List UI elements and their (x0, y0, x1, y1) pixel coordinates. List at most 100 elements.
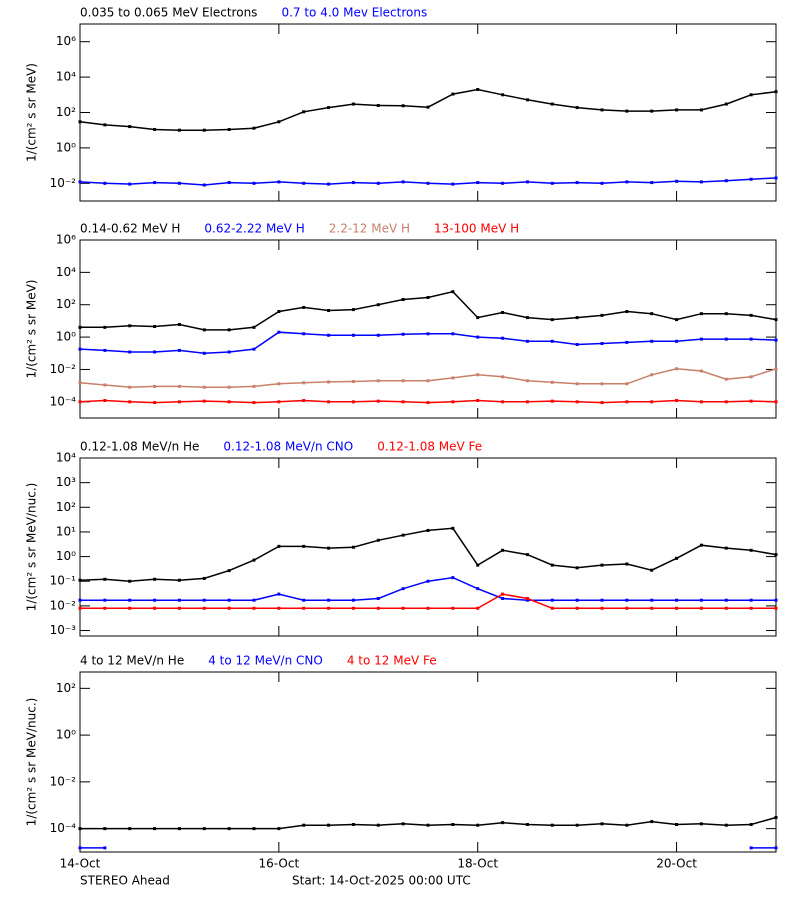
legend-label: 0.14-0.62 MeV H (80, 222, 180, 236)
data-point (227, 606, 231, 610)
data-point (227, 181, 231, 185)
data-point (302, 606, 306, 610)
data-point (650, 400, 654, 404)
data-point (699, 180, 703, 184)
data-point (78, 120, 82, 124)
data-point (550, 598, 554, 602)
data-point (724, 606, 728, 610)
data-point (600, 181, 604, 185)
data-point (103, 577, 107, 581)
data-point (451, 526, 455, 530)
data-point (501, 375, 505, 379)
data-point (376, 399, 380, 403)
data-point (699, 108, 703, 112)
data-point (749, 313, 753, 317)
data-point (227, 598, 231, 602)
data-point (153, 606, 157, 610)
y-tick-label: 10⁰ (56, 330, 76, 344)
data-point (525, 379, 529, 383)
data-point (327, 546, 331, 550)
data-point (749, 399, 753, 403)
data-point (774, 553, 778, 557)
data-point (401, 822, 405, 826)
y-tick-label: 10² (56, 681, 76, 695)
data-point (650, 568, 654, 572)
data-point (78, 180, 82, 184)
data-point (351, 545, 355, 549)
y-tick-label: 10⁻⁴ (50, 394, 77, 408)
legend-label: 0.7 to 4.0 Mev Electrons (281, 6, 427, 20)
data-point (202, 827, 206, 831)
plot-frame (79, 23, 777, 202)
data-point (724, 823, 728, 827)
data-point (774, 606, 778, 610)
data-point (600, 401, 604, 405)
data-point (401, 533, 405, 537)
data-point (327, 308, 331, 312)
data-point (277, 120, 281, 124)
data-point (774, 90, 778, 94)
data-point (451, 182, 455, 186)
data-point (401, 587, 405, 591)
data-point (525, 823, 529, 827)
data-point (476, 563, 480, 567)
y-axis-label: 1/(cm² s sr MeV/nuc.) (25, 698, 39, 827)
data-point (227, 385, 231, 389)
y-tick-label: 10⁻⁴ (50, 821, 77, 835)
data-point (550, 102, 554, 106)
data-point (128, 598, 132, 602)
data-point (625, 382, 629, 386)
data-point (675, 556, 679, 560)
data-point (78, 598, 82, 602)
data-point (252, 827, 256, 831)
data-point (451, 606, 455, 610)
data-point (550, 318, 554, 322)
data-point (277, 606, 281, 610)
data-point (103, 348, 107, 352)
data-point (153, 401, 157, 405)
data-point (426, 105, 430, 109)
data-point (153, 384, 157, 388)
data-point (476, 181, 480, 185)
data-point (302, 332, 306, 336)
data-point (724, 598, 728, 602)
data-point (302, 399, 306, 403)
data-point (351, 333, 355, 337)
data-point (724, 102, 728, 106)
data-point (501, 400, 505, 404)
data-point (451, 576, 455, 580)
data-point (675, 179, 679, 183)
data-point (252, 606, 256, 610)
y-tick-label: 10⁶ (56, 34, 76, 48)
data-point (351, 181, 355, 185)
data-point (177, 578, 181, 582)
y-tick-label: 10⁻² (50, 598, 77, 612)
data-point (476, 87, 480, 91)
data-point (625, 562, 629, 566)
data-point (252, 126, 256, 130)
data-point (675, 108, 679, 112)
data-point (699, 606, 703, 610)
data-point (550, 181, 554, 185)
series-line (79, 368, 777, 388)
data-point (277, 592, 281, 596)
data-point (650, 339, 654, 343)
data-point (177, 181, 181, 185)
data-point (650, 109, 654, 113)
data-point (376, 379, 380, 383)
data-point (153, 181, 157, 185)
data-point (774, 318, 778, 322)
y-tick-label: 10⁻² (50, 176, 77, 190)
data-point (749, 548, 753, 552)
legend-label: 4 to 12 MeV/n He (80, 654, 184, 668)
data-point (426, 181, 430, 185)
data-point (550, 380, 554, 384)
legend-label: 2.2-12 MeV H (329, 222, 410, 236)
data-point (227, 400, 231, 404)
data-point (302, 305, 306, 309)
legend-label: 0.12-1.08 MeV/n CNO (223, 440, 353, 454)
data-point (401, 400, 405, 404)
data-point (525, 598, 529, 602)
data-point (327, 823, 331, 827)
